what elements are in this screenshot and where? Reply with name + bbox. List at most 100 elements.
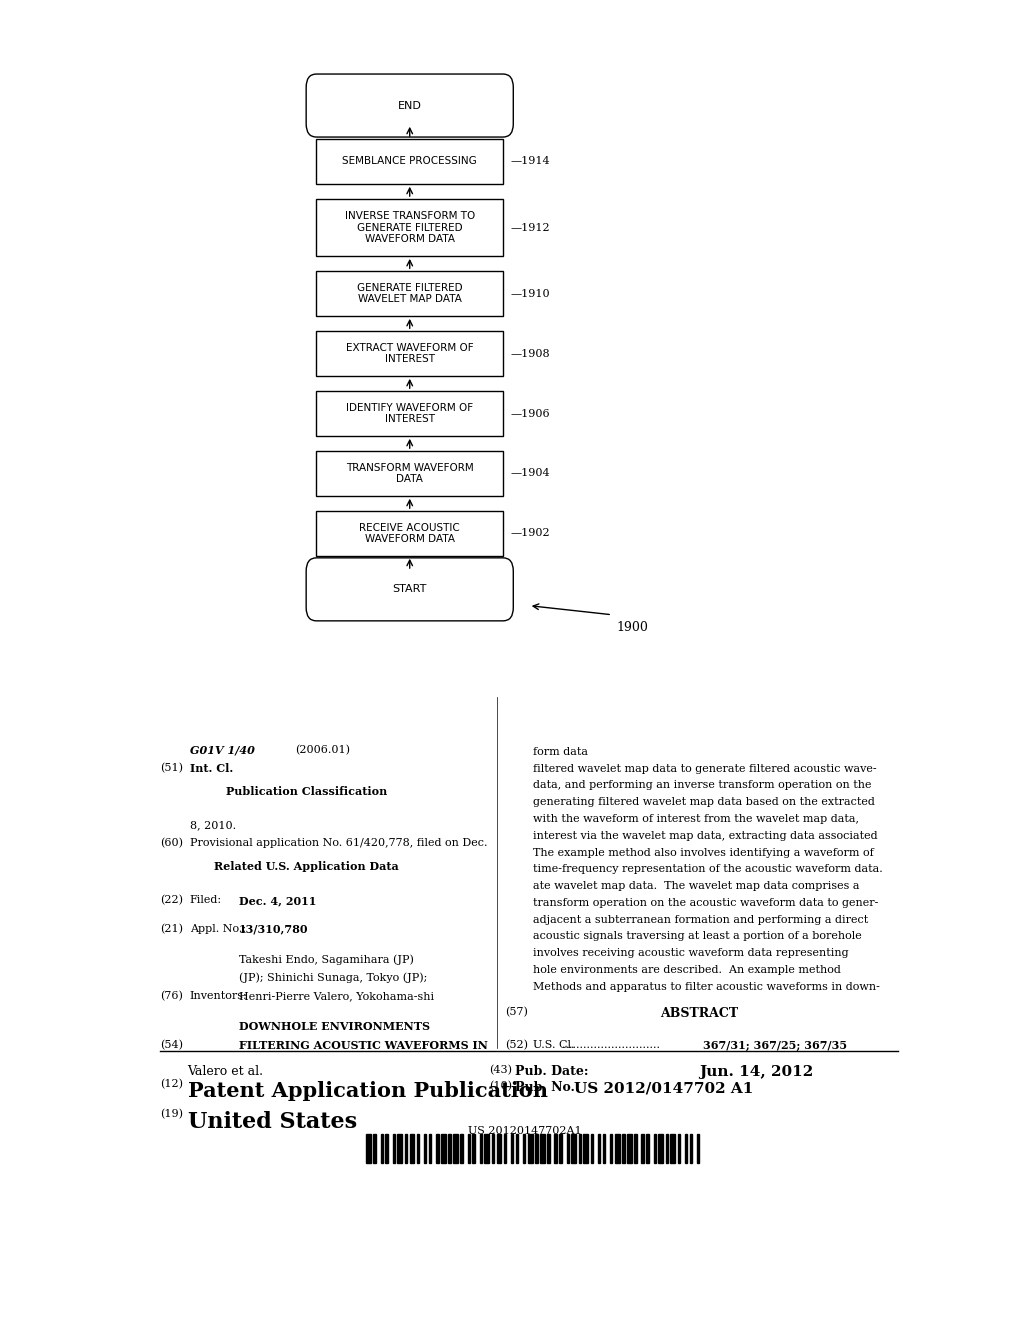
Bar [678, 1134, 680, 1163]
Text: U.S. Cl.: U.S. Cl. [532, 1040, 574, 1049]
Text: ABSTRACT: ABSTRACT [660, 1007, 738, 1020]
Text: adjacent a subterranean formation and performing a direct: adjacent a subterranean formation and pe… [532, 915, 868, 924]
Text: acoustic signals traversing at least a portion of a borehole: acoustic signals traversing at least a p… [532, 932, 861, 941]
Bar [316, 199, 503, 256]
Text: Related U.S. Application Data: Related U.S. Application Data [214, 861, 399, 871]
Bar [511, 1134, 513, 1163]
Bar [528, 1134, 532, 1163]
Bar [453, 1134, 458, 1163]
Bar [540, 1134, 545, 1163]
Text: Pub. No.:: Pub. No.: [515, 1081, 580, 1094]
Bar [484, 1134, 489, 1163]
Bar [697, 1134, 699, 1163]
Text: generating filtered wavelet map data based on the extracted: generating filtered wavelet map data bas… [532, 797, 874, 808]
Bar [381, 1134, 383, 1163]
Text: time-frequency representation of the acoustic waveform data.: time-frequency representation of the aco… [532, 865, 883, 874]
Text: ate wavelet map data.  The wavelet map data comprises a: ate wavelet map data. The wavelet map da… [532, 880, 859, 891]
Text: —1902: —1902 [511, 528, 551, 539]
Text: END: END [397, 100, 422, 111]
Text: (43): (43) [489, 1065, 512, 1076]
Text: RECEIVE ACOUSTIC
WAVEFORM DATA: RECEIVE ACOUSTIC WAVEFORM DATA [359, 523, 460, 544]
Text: FILTERING ACOUSTIC WAVEFORMS IN: FILTERING ACOUSTIC WAVEFORMS IN [240, 1040, 488, 1051]
Text: SEMBLANCE PROCESSING: SEMBLANCE PROCESSING [342, 157, 477, 166]
Bar [671, 1134, 675, 1163]
Bar [492, 1134, 495, 1163]
Bar [690, 1134, 692, 1163]
Text: (19): (19) [160, 1109, 182, 1119]
Bar [685, 1134, 687, 1163]
Bar [566, 1134, 569, 1163]
Text: (JP); Shinichi Sunaga, Tokyo (JP);: (JP); Shinichi Sunaga, Tokyo (JP); [240, 973, 427, 983]
Bar [536, 1134, 538, 1163]
Bar [634, 1134, 637, 1163]
Bar [397, 1134, 402, 1163]
Text: Valero et al.: Valero et al. [187, 1065, 263, 1078]
Text: Provisional application No. 61/420,778, filed on Dec.: Provisional application No. 61/420,778, … [189, 838, 487, 849]
Bar [610, 1134, 612, 1163]
Bar [460, 1134, 463, 1163]
Bar [559, 1134, 562, 1163]
Text: (60): (60) [160, 838, 182, 849]
Text: Publication Classification: Publication Classification [226, 785, 387, 796]
Text: —1912: —1912 [511, 223, 551, 232]
Bar [374, 1134, 376, 1163]
Bar [646, 1134, 648, 1163]
Text: (12): (12) [160, 1080, 182, 1089]
Bar [658, 1134, 664, 1163]
Bar [417, 1134, 419, 1163]
Text: 367/31; 367/25; 367/35: 367/31; 367/25; 367/35 [703, 1040, 848, 1051]
Text: Inventors:: Inventors: [189, 991, 248, 1001]
Bar [316, 451, 503, 496]
Text: INVERSE TRANSFORM TO
GENERATE FILTERED
WAVEFORM DATA: INVERSE TRANSFORM TO GENERATE FILTERED W… [345, 211, 475, 244]
Text: Takeshi Endo, Sagamihara (JP): Takeshi Endo, Sagamihara (JP) [240, 954, 414, 965]
Text: Patent Application Publication: Patent Application Publication [187, 1081, 548, 1101]
Bar [547, 1134, 550, 1163]
Bar [367, 1134, 371, 1163]
Text: —1904: —1904 [511, 469, 551, 478]
Text: 1900: 1900 [616, 620, 648, 634]
Bar [436, 1134, 438, 1163]
Bar [627, 1134, 632, 1163]
Bar [316, 331, 503, 376]
Bar [666, 1134, 668, 1163]
FancyBboxPatch shape [306, 74, 513, 137]
Bar [468, 1134, 470, 1163]
Text: data, and performing an inverse transform operation on the: data, and performing an inverse transfor… [532, 780, 871, 791]
Text: (2006.01): (2006.01) [295, 744, 349, 755]
Text: 8, 2010.: 8, 2010. [189, 820, 236, 830]
Bar [653, 1134, 656, 1163]
Text: United States: United States [187, 1110, 356, 1133]
Text: EXTRACT WAVEFORM OF
INTEREST: EXTRACT WAVEFORM OF INTEREST [346, 343, 473, 364]
Text: The example method also involves identifying a waveform of: The example method also involves identif… [532, 847, 873, 858]
Text: (54): (54) [160, 1040, 182, 1049]
Text: hole environments are described.  An example method: hole environments are described. An exam… [532, 965, 841, 975]
Text: US 20120147702A1: US 20120147702A1 [468, 1126, 582, 1137]
Text: (22): (22) [160, 895, 182, 906]
Text: (52): (52) [505, 1040, 528, 1049]
Bar [598, 1134, 600, 1163]
Bar [554, 1134, 557, 1163]
Text: (51): (51) [160, 763, 182, 774]
Text: Dec. 4, 2011: Dec. 4, 2011 [240, 895, 316, 907]
Bar [472, 1134, 475, 1163]
Text: Appl. No.:: Appl. No.: [189, 924, 246, 933]
Bar [579, 1134, 581, 1163]
Text: with the waveform of interest from the wavelet map data,: with the waveform of interest from the w… [532, 814, 859, 824]
Text: form data: form data [532, 747, 588, 756]
Bar [424, 1134, 426, 1163]
Text: GENERATE FILTERED
WAVELET MAP DATA: GENERATE FILTERED WAVELET MAP DATA [357, 282, 463, 305]
Text: G01V 1/40: G01V 1/40 [189, 744, 255, 756]
Bar [316, 271, 503, 315]
Bar [316, 391, 503, 436]
Bar [316, 511, 503, 556]
Text: ............................: ............................ [562, 1040, 660, 1049]
Bar [429, 1134, 431, 1163]
Text: involves receiving acoustic waveform data representing: involves receiving acoustic waveform dat… [532, 948, 848, 958]
Bar [523, 1134, 525, 1163]
Bar [641, 1134, 644, 1163]
Text: transform operation on the acoustic waveform data to gener-: transform operation on the acoustic wave… [532, 898, 879, 908]
Text: (21): (21) [160, 924, 182, 935]
Bar [316, 139, 503, 183]
Text: US 2012/0147702 A1: US 2012/0147702 A1 [574, 1081, 754, 1096]
Text: (57): (57) [505, 1007, 527, 1018]
